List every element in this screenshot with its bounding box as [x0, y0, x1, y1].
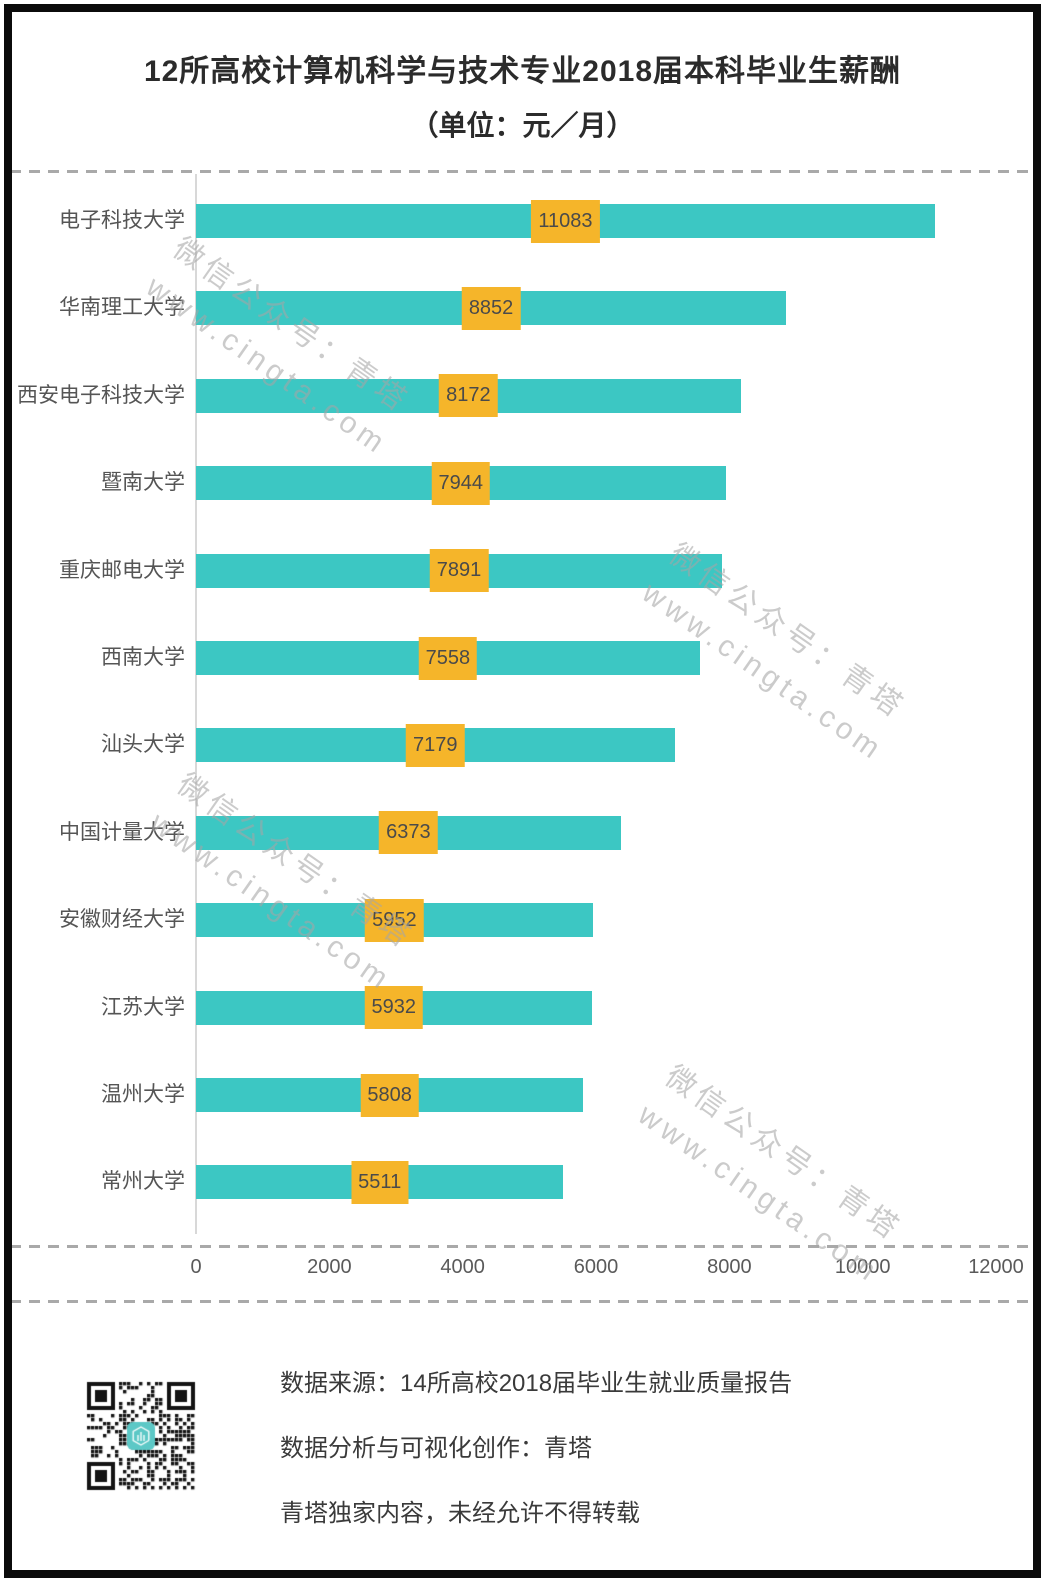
- value-label: 7179: [406, 723, 465, 767]
- x-axis-tick-label: 10000: [834, 1256, 891, 1278]
- x-axis-tick-label: 4000: [440, 1256, 485, 1278]
- category-label: 常州大学: [101, 1170, 185, 1194]
- category-label: 中国计量大学: [59, 820, 185, 844]
- category-label: 西南大学: [101, 646, 185, 669]
- category-label: 重庆邮电大学: [59, 558, 185, 582]
- chart-title: 12所高校计算机科学与技术专业2018届本科毕业生薪酬: [143, 55, 902, 88]
- value-label: 8852: [461, 286, 521, 330]
- value-label: 11083: [531, 199, 600, 243]
- footer-credit: 数据分析与可视化创作：青塔: [280, 1435, 592, 1462]
- category-label: 华南理工大学: [59, 296, 185, 320]
- category-label: 江苏大学: [101, 995, 185, 1019]
- category-label: 汕头大学: [101, 733, 185, 757]
- value-label: 5952: [365, 898, 424, 942]
- value-label: 7891: [429, 549, 489, 593]
- x-axis-tick-label: 8000: [707, 1256, 752, 1278]
- footer-copyright: 青塔独家内容，未经允许不得转载: [280, 1500, 640, 1527]
- y-axis-line: [195, 174, 197, 1234]
- value-label: 7944: [431, 461, 491, 505]
- value-label: 6373: [379, 811, 438, 855]
- qr-code-icon: [85, 1380, 197, 1492]
- x-axis-tick-label: 0: [190, 1256, 202, 1278]
- category-label: 电子科技大学: [59, 209, 185, 232]
- value-label: 5808: [360, 1073, 419, 1117]
- category-label: 温州大学: [101, 1083, 185, 1106]
- chart-unit-subtitle: （单位：元／月）: [410, 110, 635, 141]
- divider-top: [10, 170, 1035, 173]
- category-label: 安徽财经大学: [59, 908, 185, 932]
- value-label: 8172: [439, 374, 498, 418]
- value-label: 5932: [364, 986, 423, 1030]
- divider-axis-top: [10, 1245, 1035, 1248]
- footer-source: 数据来源：14所高校2018届毕业生就业质量报告: [280, 1370, 793, 1397]
- x-axis-tick-label: 12000: [968, 1256, 1024, 1278]
- x-axis-tick-label: 2000: [307, 1256, 352, 1278]
- x-axis-tick-label: 6000: [573, 1256, 619, 1278]
- value-label: 5511: [351, 1160, 409, 1204]
- value-label: 7558: [418, 636, 478, 680]
- divider-axis-bottom: [10, 1300, 1035, 1303]
- category-label: 暨南大学: [101, 471, 185, 495]
- category-label: 西安电子科技大学: [17, 383, 185, 407]
